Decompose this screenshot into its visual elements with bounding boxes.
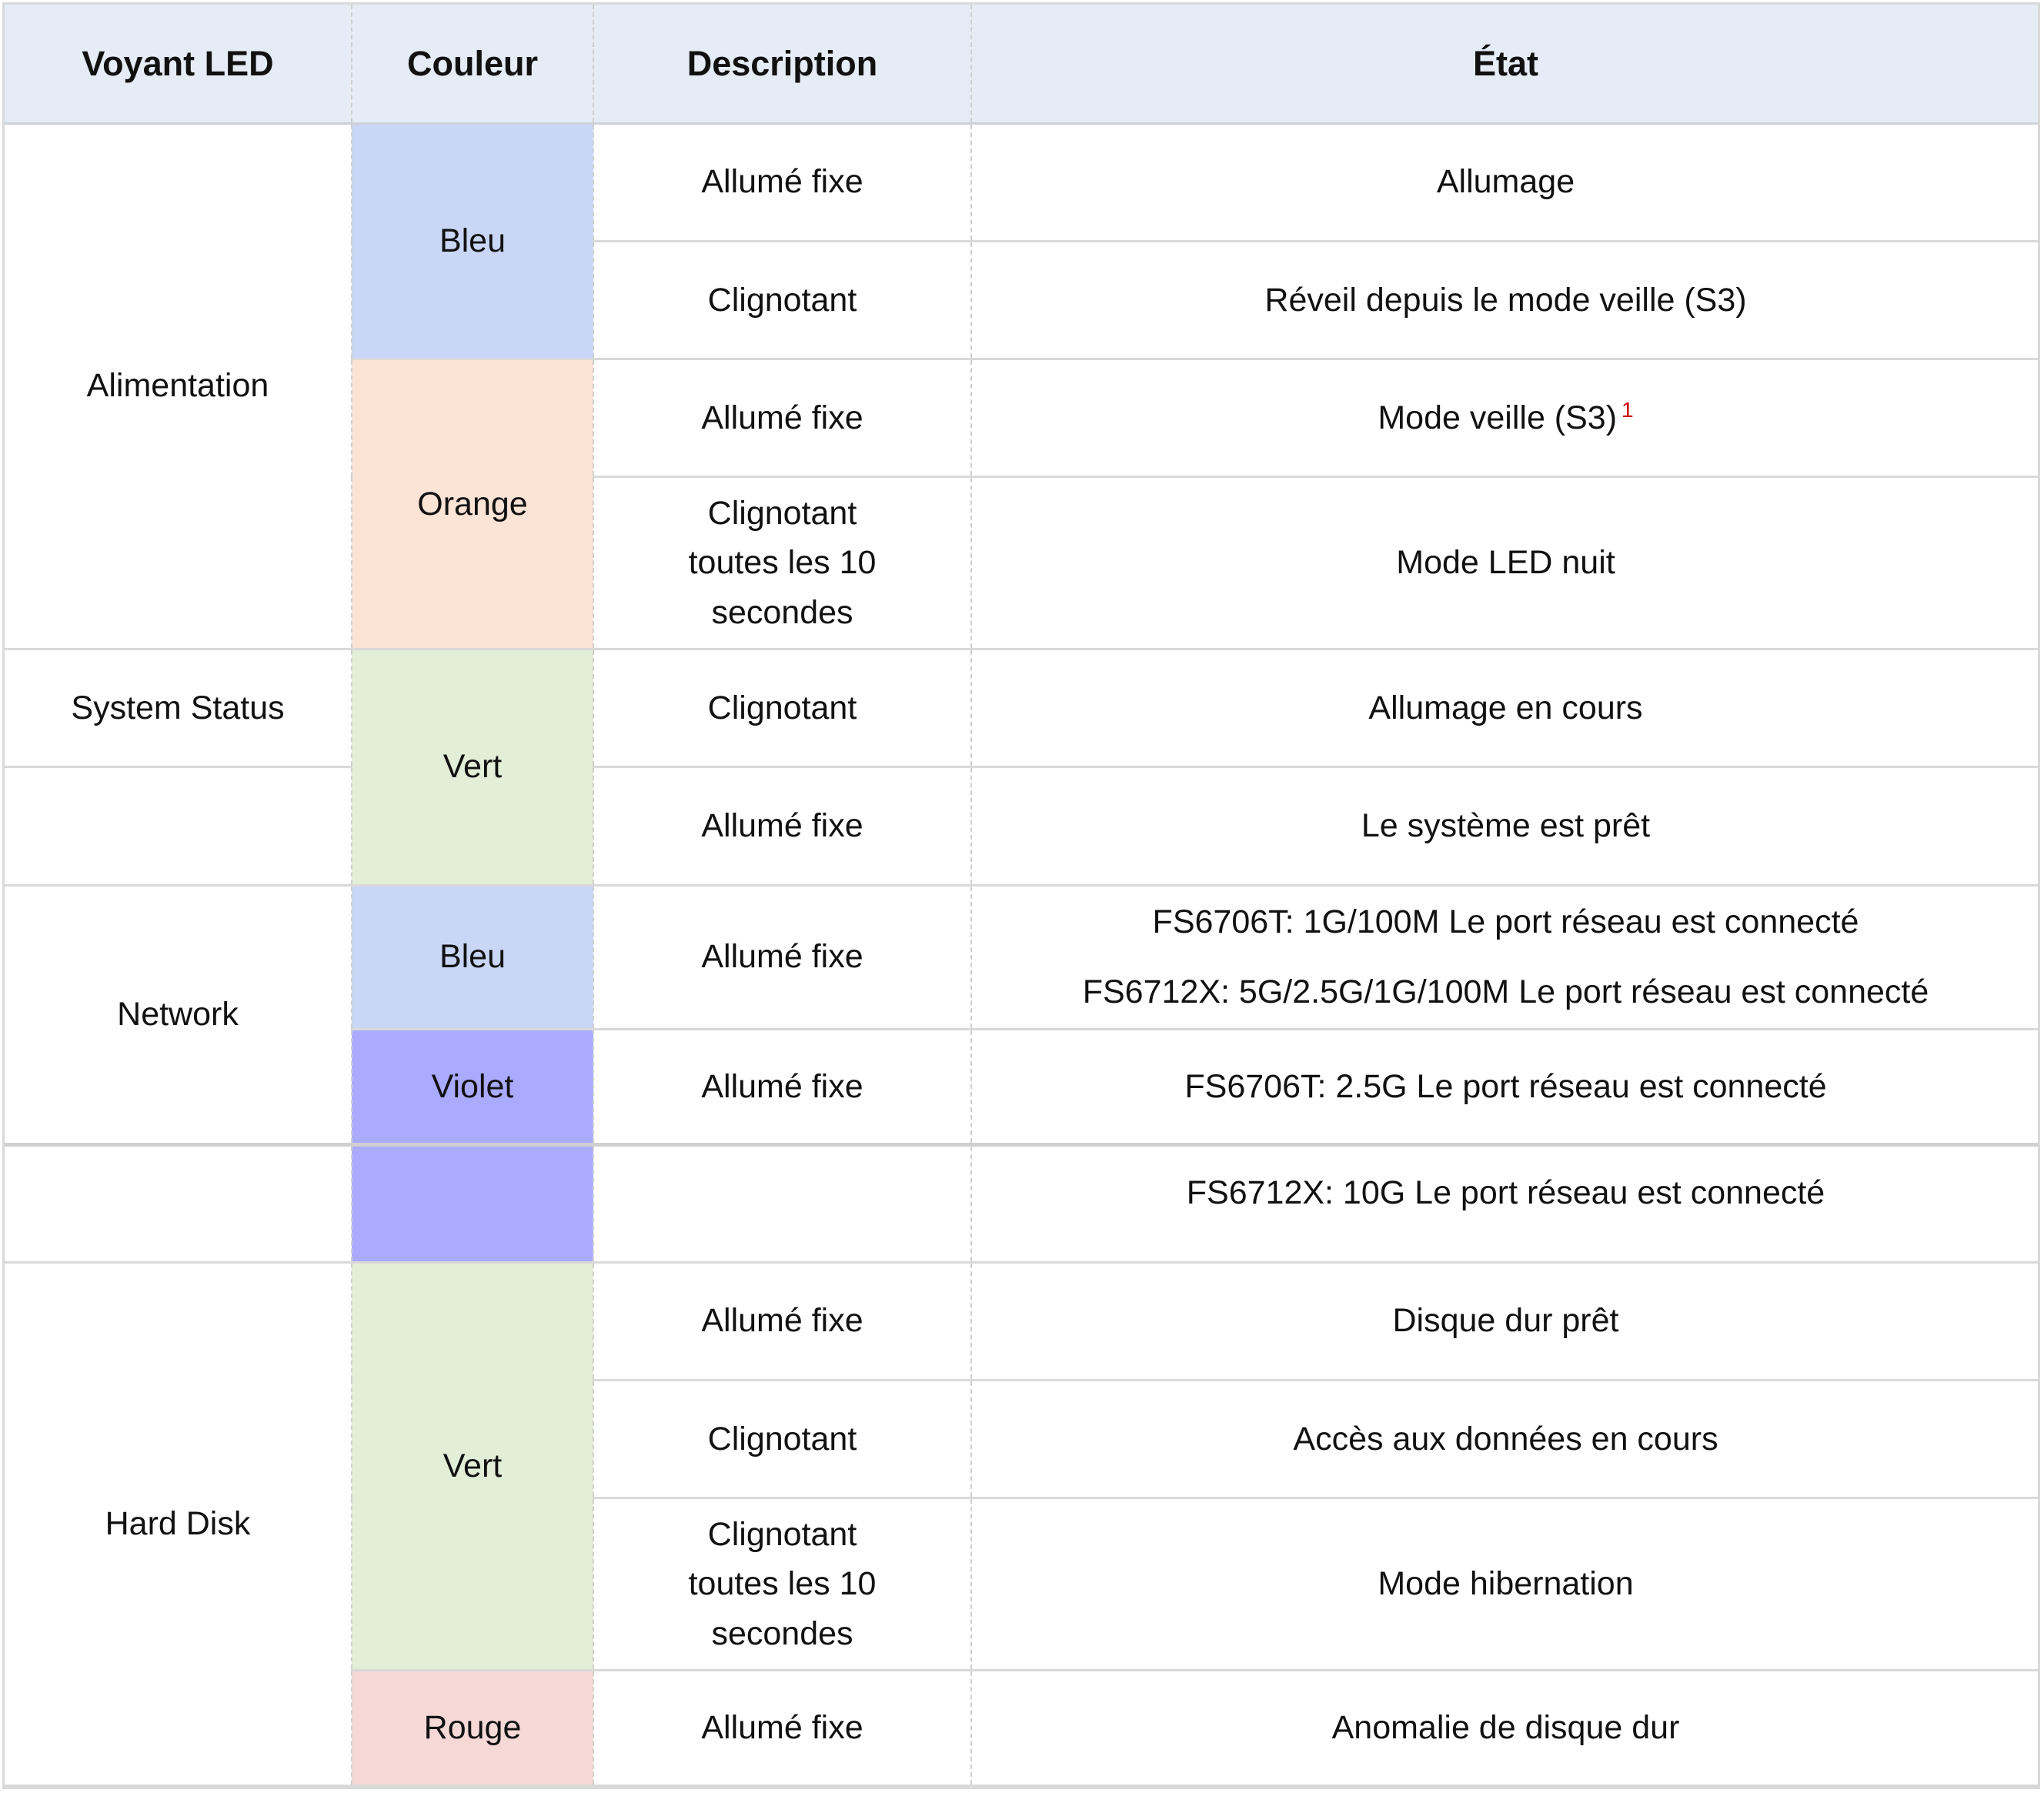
color-cell-orange: Orange [351, 359, 594, 650]
etat-cell: FS6712X: 10G Le port réseau est connecté [970, 1143, 2039, 1264]
color-cell-vert: Vert [351, 1262, 594, 1671]
header-etat: État [970, 5, 2039, 125]
etat-cell: Allumage en cours [970, 649, 2039, 769]
color-cell-violet: Violet [351, 1029, 594, 1147]
header-voyant: Voyant LED [5, 5, 352, 125]
etat-cell: Mode hibernation [970, 1498, 2039, 1671]
header-description: Description [593, 5, 972, 125]
description-cell: Allumé fixe [593, 123, 972, 242]
table-row: Rouge Allumé fixe Anomalie de disque dur [5, 1670, 2039, 1788]
table-row: Network Bleu Allumé fixe FS6706T: 1G/100… [5, 885, 2039, 1147]
etat-cell: Accès aux données en cours [970, 1380, 2039, 1500]
etat-cell: Disque dur prêt [970, 1262, 2039, 1381]
table-row: FS6712X: 10G Le port réseau est connecté [5, 1143, 2039, 1264]
header-row: Voyant LED Couleur Description État [5, 5, 2039, 125]
table-row: Violet Allumé fixe FS6706T: 2.5G Le port… [5, 1029, 2039, 1147]
description-line: toutes les 10 [688, 1565, 877, 1603]
table-row: Clignotant toutes les 10 secondes Mode h… [5, 1498, 2039, 1671]
table-row: Orange Allumé fixe Mode veille (S3) 1 [5, 359, 2039, 650]
etat-cell: Anomalie de disque dur [970, 1670, 2039, 1788]
description-line: Clignotant [707, 494, 857, 532]
description-line: Clignotant [707, 1515, 857, 1553]
etat-cell: Mode LED nuit [970, 476, 2039, 650]
etat-line: FS6706T: 1G/100M Le port réseau est conn… [1152, 903, 1859, 941]
etat-cell: Réveil depuis le mode veille (S3) [970, 241, 2039, 361]
etat-text: Mode veille (S3) [1378, 399, 1618, 437]
description-cell: Allumé fixe [593, 885, 972, 1030]
description-cell: Clignotant [593, 1380, 972, 1500]
color-cell-bleu: Bleu [351, 123, 594, 361]
table-row: System Status Vert Clignotant Allumage e… [5, 649, 2039, 886]
voyant-empty [5, 766, 352, 886]
etat-cell: FS6706T: 2.5G Le port réseau est connect… [970, 1029, 2039, 1147]
color-cell-rouge: Rouge [351, 1670, 594, 1788]
table-row: Allumé fixe Le système est prêt [5, 766, 2039, 886]
table-row: Hard Disk Vert Allumé fixe Disque dur pr… [5, 1262, 2039, 1788]
etat-line: FS6712X: 5G/2.5G/1G/100M Le port réseau … [1082, 973, 1929, 1010]
description-cell: Clignotant [593, 241, 972, 361]
description-cell: Clignotant toutes les 10 secondes [593, 476, 972, 650]
voyant-network: Network [5, 885, 352, 1147]
description-line: secondes [711, 593, 853, 631]
header-couleur: Couleur [351, 5, 594, 125]
color-cell-violet [351, 1143, 594, 1264]
description-line: toutes les 10 [688, 544, 877, 582]
voyant-empty [5, 1143, 352, 1264]
etat-cell: FS6706T: 1G/100M Le port réseau est conn… [970, 885, 2039, 1030]
description-cell: Clignotant toutes les 10 secondes [593, 1498, 972, 1671]
etat-cell: Le système est prêt [970, 766, 2039, 886]
description-cell: Clignotant [593, 649, 972, 769]
footnote-marker: 1 [1622, 397, 1634, 422]
voyant-hard-disk: Hard Disk [5, 1262, 352, 1788]
table-row: Clignotant toutes les 10 secondes Mode L… [5, 476, 2039, 650]
table-row: Alimentation Bleu Allumé fixe Allumage [5, 123, 2039, 650]
etat-cell: Mode veille (S3) 1 [970, 359, 2039, 479]
led-status-table: Voyant LED Couleur Description État Alim… [5, 5, 2039, 1788]
description-cell: Allumé fixe [593, 359, 972, 479]
description-cell: Allumé fixe [593, 1262, 972, 1381]
description-line: secondes [711, 1614, 853, 1652]
description-cell: Allumé fixe [593, 1670, 972, 1788]
color-cell-bleu: Bleu [351, 885, 594, 1030]
voyant-system-status: System Status [5, 649, 352, 769]
description-cell: Allumé fixe [593, 1029, 972, 1147]
table-row: Clignotant Accès aux données en cours [5, 1380, 2039, 1500]
color-cell-vert: Vert [351, 649, 594, 886]
voyant-alimentation: Alimentation [5, 123, 352, 650]
etat-cell: Allumage [970, 123, 2039, 242]
table-row: Clignotant Réveil depuis le mode veille … [5, 241, 2039, 361]
description-cell: Allumé fixe [593, 766, 972, 886]
description-cell-empty [593, 1143, 972, 1264]
